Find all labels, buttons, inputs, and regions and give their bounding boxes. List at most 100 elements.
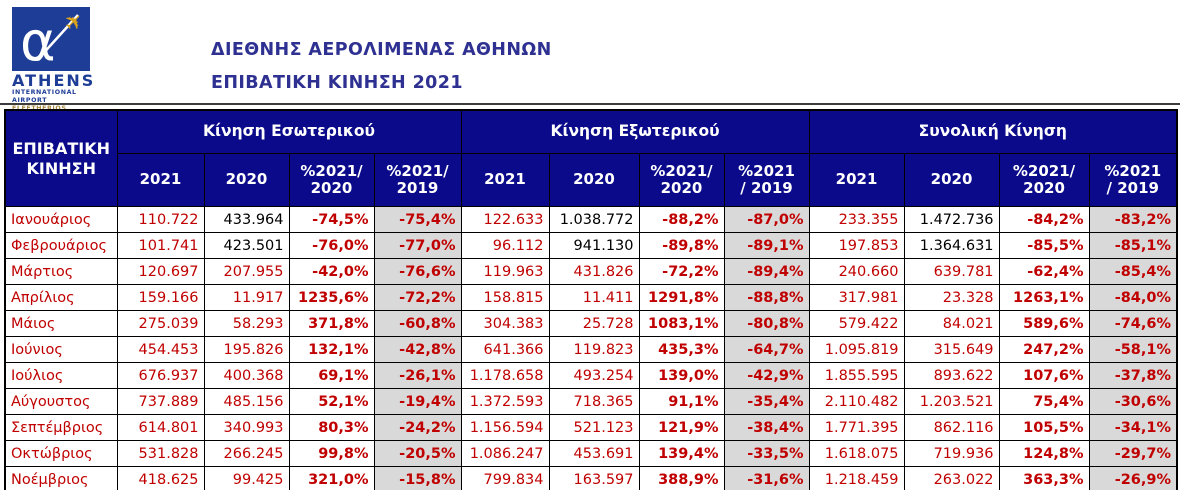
table-cell: -34,1%: [1088, 414, 1178, 441]
table-cell: -64,7%: [723, 336, 810, 363]
table-cell: -89,4%: [723, 258, 810, 285]
table-row: Ιανουάριος 110.722 433.964 -74,5% -75,4% 122.…: [4, 206, 1178, 233]
table-cell: 1.472.736: [903, 206, 1000, 233]
table-cell: -76,6%: [373, 258, 462, 285]
table-cell: 531.828: [116, 440, 205, 467]
row-month-label: Αύγουστος: [4, 388, 118, 415]
table-cell: 321,0%: [288, 466, 375, 490]
traffic-table: ΕΠΙΒΑΤΙΚΗ ΚΙΝΗΣΗ Κίνηση Εσωτερικού Κίνησ…: [4, 109, 1179, 490]
table-cell: 431.826: [548, 258, 640, 285]
table-cell: 122.633: [460, 206, 550, 233]
table-cell: 388,9%: [638, 466, 725, 490]
table-cell: 418.625: [116, 466, 205, 490]
table-cell: 1.218.459: [808, 466, 905, 490]
subheader-total-2020: 2020: [903, 153, 1000, 207]
table-cell: 275.039: [116, 310, 205, 337]
table-cell: 340.993: [203, 414, 290, 441]
row-month-label: Σεπτέμβριος: [4, 414, 118, 441]
table-cell: 91,1%: [638, 388, 725, 415]
table-cell: 84.021: [903, 310, 1000, 337]
table-row: Ιούλιος 676.937 400.368 69,1% -26,1% 1.178.65…: [4, 362, 1178, 389]
table-cell: 110.722: [116, 206, 205, 233]
sub-header-row: 2021 2020 %2021/ 2020 %2021/ 2019 2021 2…: [5, 153, 1178, 207]
table-cell: 893.622: [903, 362, 1000, 389]
table-cell: 1.178.658: [460, 362, 550, 389]
table-cell: 119.963: [460, 258, 550, 285]
row-month-label: Ιούλιος: [4, 362, 118, 389]
table-cell: 75,4%: [998, 388, 1090, 415]
table-cell: -80,8%: [723, 310, 810, 337]
group-header-total: Συνολική Κίνηση: [808, 109, 1178, 154]
table-cell: -77,0%: [373, 232, 462, 259]
subheader-total-pct-2021-2019: %2021 / 2019: [1088, 153, 1178, 207]
table-cell: 139,0%: [638, 362, 725, 389]
subheader-domestic-pct-2021-2019: %2021/ 2019: [373, 153, 462, 207]
table-cell: -35,4%: [723, 388, 810, 415]
table-cell: -24,2%: [373, 414, 462, 441]
table-cell: 719.936: [903, 440, 1000, 467]
table-cell: 139,4%: [638, 440, 725, 467]
page-title-line2: ΕΠΙΒΑΤΙΚΗ ΚΙΝΗΣΗ 2021: [211, 73, 463, 93]
table-cell: 423.501: [203, 232, 290, 259]
table-cell: -85,1%: [1088, 232, 1178, 259]
table-cell: -84,2%: [998, 206, 1090, 233]
row-month-label: Απρίλιος: [4, 284, 118, 311]
table-cell: -85,5%: [998, 232, 1090, 259]
table-cell: 614.801: [116, 414, 205, 441]
table-cell: 132,1%: [288, 336, 375, 363]
table-cell: 266.245: [203, 440, 290, 467]
table-cell: -74,5%: [288, 206, 375, 233]
table-row: Ιούνιος 454.453 195.826 132,1% -42,8% 641.366…: [4, 336, 1178, 363]
corner-header: ΕΠΙΒΑΤΙΚΗ ΚΙΝΗΣΗ: [4, 109, 118, 207]
alpha-glyph-icon: α: [20, 10, 56, 71]
table-cell: -72,2%: [638, 258, 725, 285]
table-cell: -89,1%: [723, 232, 810, 259]
table-cell: 454.453: [116, 336, 205, 363]
row-month-label: Οκτώβριος: [4, 440, 118, 467]
page-title-line1: ΔΙΕΘΝΗΣ ΑΕΡΟΛΙΜΕΝΑΣ ΑΘΗΝΩΝ: [211, 40, 552, 60]
table-cell: 718.365: [548, 388, 640, 415]
table-cell: -42,9%: [723, 362, 810, 389]
table-body: Ιανουάριος 110.722 433.964 -74,5% -75,4% 122.…: [4, 206, 1178, 490]
table-cell: 107,6%: [998, 362, 1090, 389]
table-cell: 80,3%: [288, 414, 375, 441]
table-cell: 23.328: [903, 284, 1000, 311]
table-cell: 163.597: [548, 466, 640, 490]
table-cell: 11.411: [548, 284, 640, 311]
table-cell: 737.889: [116, 388, 205, 415]
table-cell: -20,5%: [373, 440, 462, 467]
table-cell: -84,0%: [1088, 284, 1178, 311]
table-cell: -19,4%: [373, 388, 462, 415]
table-cell: 400.368: [203, 362, 290, 389]
table-cell: 101.741: [116, 232, 205, 259]
subheader-international-2020: 2020: [548, 153, 640, 207]
table-cell: 485.156: [203, 388, 290, 415]
table-cell: 371,8%: [288, 310, 375, 337]
table-row: Απρίλιος 159.166 11.917 1235,6% -72,2% 158.81…: [4, 284, 1178, 311]
table-cell: 105,5%: [998, 414, 1090, 441]
table-cell: 207.955: [203, 258, 290, 285]
row-month-label: Μάιος: [4, 310, 118, 337]
table-cell: 99.425: [203, 466, 290, 490]
table-cell: -15,8%: [373, 466, 462, 490]
table-cell: 493.254: [548, 362, 640, 389]
group-header-international: Κίνηση Εξωτερικού: [460, 109, 810, 154]
table-cell: 639.781: [903, 258, 1000, 285]
table-cell: -83,2%: [1088, 206, 1178, 233]
row-month-label: Μάρτιος: [4, 258, 118, 285]
table-cell: 589,6%: [998, 310, 1090, 337]
table-cell: 579.422: [808, 310, 905, 337]
plane-trail: [39, 14, 79, 58]
row-month-label: Νοέμβριος: [4, 466, 118, 490]
table-row: Σεπτέμβριος 614.801 340.993 80,3% -24,2% 1.15…: [4, 414, 1178, 441]
group-header-row: ΕΠΙΒΑΤΙΚΗ ΚΙΝΗΣΗ Κίνηση Εσωτερικού Κίνησ…: [4, 109, 1178, 207]
table-cell: 641.366: [460, 336, 550, 363]
group-header-domestic: Κίνηση Εσωτερικού: [116, 109, 462, 154]
table-cell: 1235,6%: [288, 284, 375, 311]
table-cell: 119.823: [548, 336, 640, 363]
table-cell: 25.728: [548, 310, 640, 337]
table-cell: -87,0%: [723, 206, 810, 233]
subheader-domestic-pct-2021-2020: %2021/ 2020: [288, 153, 375, 207]
table-cell: 1.095.819: [808, 336, 905, 363]
table-cell: -38,4%: [723, 414, 810, 441]
